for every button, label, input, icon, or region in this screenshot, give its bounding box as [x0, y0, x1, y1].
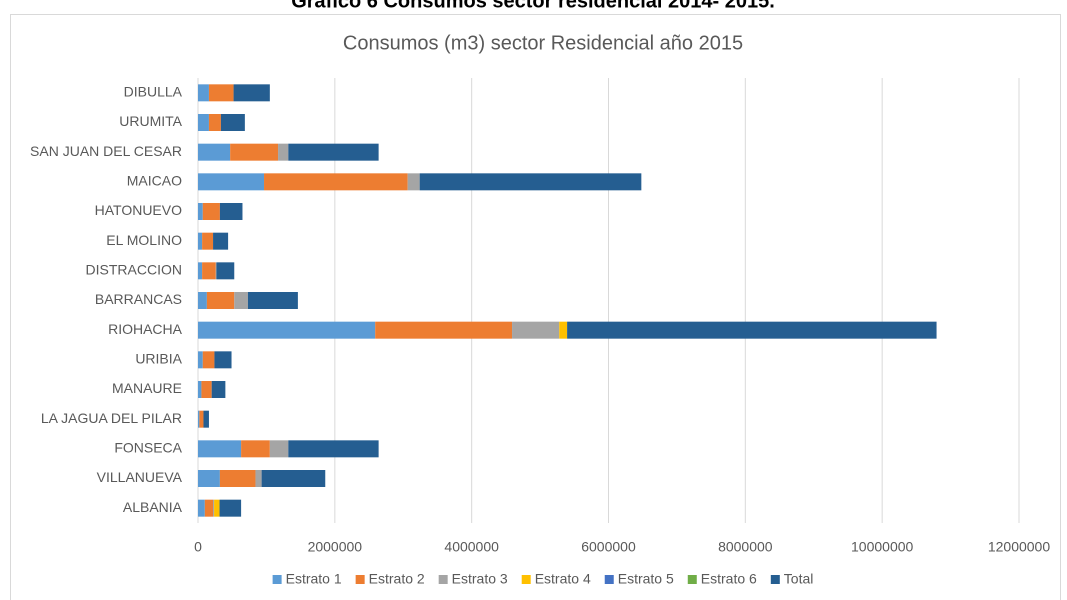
bar-segment [219, 203, 243, 220]
legend-label: Estrato 5 [618, 571, 674, 587]
bar-segment [288, 143, 379, 161]
legend-label: Estrato 3 [452, 571, 508, 587]
chart-title: Consumos (m3) sector Residencial año 201… [343, 32, 743, 54]
bar-segment [198, 173, 265, 191]
legend-swatch [521, 575, 531, 584]
bar-segment [198, 499, 205, 517]
x-tick-label: 0 [194, 539, 202, 555]
y-tick-label: EL MOLINO [106, 232, 182, 248]
bar-segment [255, 470, 262, 487]
bar-segment [264, 173, 408, 191]
bar-segment [202, 203, 220, 220]
bar-segment [204, 499, 214, 517]
legend-label: Estrato 2 [369, 571, 425, 587]
bar-segment [198, 203, 203, 220]
bar-segment [269, 440, 289, 458]
bar-segment [375, 321, 513, 339]
bar-segment [512, 321, 560, 339]
x-tick-label: 6000000 [581, 539, 636, 555]
bar-segment [198, 292, 207, 309]
legend-swatch [604, 575, 614, 584]
bar-segment [419, 173, 642, 191]
y-tick-label: RIOHACHA [108, 321, 183, 337]
bar-segment [208, 114, 221, 131]
bar-segment [199, 410, 204, 428]
bar-segment [288, 440, 379, 458]
legend-swatch [438, 575, 448, 584]
y-tick-label: DISTRACCION [86, 262, 182, 278]
bar-segment [198, 470, 220, 487]
bar-segment [219, 499, 242, 517]
bar-segment [198, 143, 231, 161]
bar-segment [198, 410, 200, 428]
bar-segment [230, 143, 279, 161]
y-tick-label: LA JAGUA DEL PILAR [41, 410, 182, 426]
bar-segment [278, 143, 289, 161]
y-tick-label: BARRANCAS [95, 291, 182, 307]
x-tick-label: 8000000 [718, 539, 773, 555]
y-tick-label: ALBANIA [123, 499, 183, 515]
y-tick-label: MANAURE [112, 380, 182, 396]
legend-label: Total [784, 571, 814, 587]
bar-segment [234, 292, 248, 309]
y-tick-label: DIBULLA [124, 84, 183, 100]
y-tick-label: MAICAO [127, 173, 182, 189]
legend-swatch [355, 575, 365, 584]
bar-segment [203, 410, 209, 428]
x-tick-label: 4000000 [444, 539, 499, 555]
y-tick-label: URUMITA [119, 113, 182, 129]
bar-segment [198, 440, 242, 458]
legend-swatch [687, 575, 697, 584]
bar-segment [213, 499, 215, 517]
bar-segment [213, 232, 229, 250]
chart-frame [10, 14, 1061, 600]
bar-segment [559, 321, 568, 339]
bar-segment [202, 351, 215, 369]
legend-label: Estrato 6 [701, 571, 757, 587]
y-tick-label: URIBIA [135, 351, 182, 367]
x-tick-label: 2000000 [308, 539, 363, 555]
bar-segment [407, 173, 420, 191]
bar-segment [220, 114, 245, 131]
bar-segment [216, 262, 235, 280]
bar-segment [219, 470, 256, 487]
x-tick-label: 10000000 [851, 539, 914, 555]
bar-segment [247, 292, 298, 309]
legend-swatch [770, 575, 780, 584]
y-tick-label: HATONUEVO [95, 202, 182, 218]
legend-label: Estrato 1 [286, 571, 342, 587]
bar-segment [198, 232, 203, 250]
bar-segment [208, 84, 234, 102]
bar-segment [198, 321, 376, 339]
bar-segment [202, 232, 214, 250]
caption: Gráfico 6 Consumos sector residencial 20… [291, 0, 775, 12]
bar-segment [198, 262, 203, 280]
bar-segment [211, 381, 226, 398]
bar-segment [206, 292, 235, 309]
bar-segment [214, 351, 232, 369]
legend-swatch [272, 575, 282, 584]
bar-segment [214, 499, 220, 517]
bar-segment [198, 84, 209, 102]
bar-segment [233, 84, 270, 102]
x-tick-label: 12000000 [988, 539, 1051, 555]
bar-segment [198, 351, 203, 369]
bar-segment [198, 114, 209, 131]
legend-label: Estrato 4 [535, 571, 591, 587]
bar-segment [202, 262, 216, 280]
bar-segment [241, 440, 270, 458]
bar-segment [215, 262, 217, 280]
y-tick-label: FONSECA [114, 440, 182, 456]
y-tick-label: SAN JUAN DEL CESAR [30, 143, 182, 159]
bar-segment [201, 381, 212, 398]
y-tick-label: VILLANUEVA [97, 469, 183, 485]
bar-segment [198, 381, 202, 398]
bar-segment [567, 321, 937, 339]
bar-segment [261, 470, 326, 487]
